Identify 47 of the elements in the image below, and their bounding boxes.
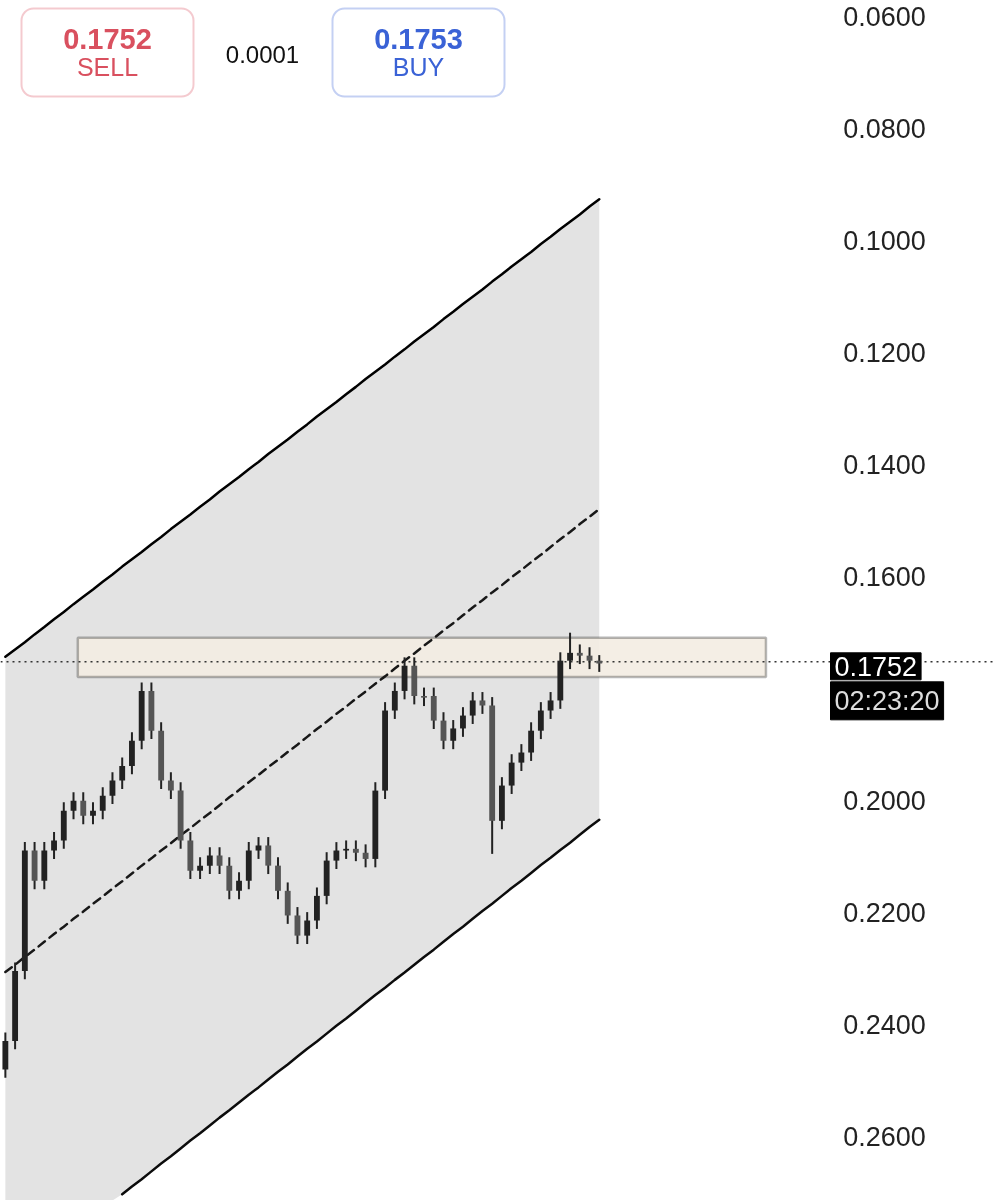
candlestick — [508, 753, 515, 795]
y-tick-label: 0.0600 — [843, 2, 926, 33]
y-tick-label: 0.2200 — [843, 898, 926, 929]
candlestick — [362, 843, 369, 869]
y-tick-label: 0.1000 — [843, 226, 926, 257]
candlestick — [528, 721, 535, 762]
candlestick — [206, 846, 213, 876]
annotation: SELL — [76, 52, 139, 81]
candlestick — [576, 643, 583, 666]
line-series — [4, 198, 601, 659]
candlestick — [265, 836, 272, 876]
y-tick-label: 0.2000 — [843, 786, 926, 817]
candlestick — [537, 701, 544, 741]
candlestick — [119, 756, 126, 790]
annotation: 0.0001 — [225, 40, 300, 68]
candlestick — [167, 771, 174, 801]
candlestick — [99, 786, 106, 821]
candlestick — [518, 743, 525, 773]
ref-line-label: 0.1752 — [834, 651, 918, 682]
y-tick-label: 0.2400 — [843, 1010, 926, 1041]
line-series — [120, 818, 601, 1196]
candlestick — [421, 686, 427, 708]
candlestick — [391, 681, 398, 720]
candlestick — [51, 831, 57, 860]
y-tick-label: 0.1400 — [843, 450, 926, 481]
candlestick — [460, 706, 466, 738]
annotation: BUY — [392, 52, 445, 81]
y-tick-label: 0.1200 — [843, 338, 926, 369]
y-tick-label: 0.1600 — [843, 562, 926, 593]
candlestick — [255, 836, 262, 860]
candlestick — [304, 911, 311, 946]
candlestick — [197, 856, 204, 881]
candlestick — [90, 801, 96, 826]
annotation: 0.1752 — [63, 22, 152, 55]
candlestick — [343, 839, 350, 860]
annotation: 0.1753 — [374, 22, 463, 55]
y-tick-label: 0.2600 — [843, 1122, 926, 1153]
candlestick — [80, 791, 87, 826]
candlestick — [333, 841, 340, 870]
candlestick — [450, 719, 457, 751]
candlestick — [567, 631, 573, 671]
candlestick — [236, 871, 242, 901]
candlestick — [352, 839, 359, 863]
candlestick — [469, 691, 476, 725]
text: 02:23:20 — [834, 685, 940, 716]
candlestick — [547, 691, 554, 720]
y-tick-label: 0.0800 — [843, 114, 926, 145]
